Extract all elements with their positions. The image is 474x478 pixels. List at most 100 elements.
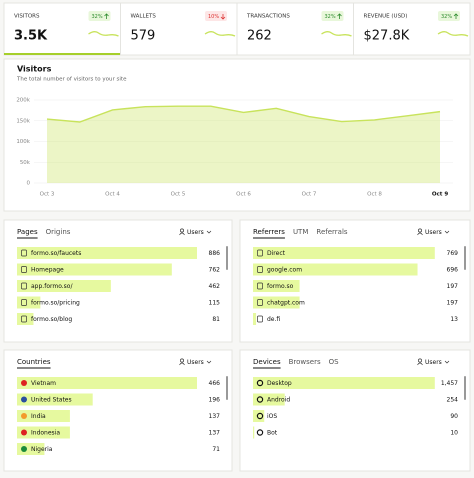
scrollbar — [226, 376, 228, 400]
tab[interactable]: Browsers — [289, 358, 321, 366]
user-icon — [180, 358, 184, 363]
area-line — [46, 105, 441, 123]
row-value: 115 — [209, 300, 221, 307]
page-icon — [257, 266, 263, 273]
chevron — [444, 230, 450, 234]
bar — [253, 426, 255, 439]
bar — [17, 263, 172, 276]
row-value: 197 — [447, 300, 459, 307]
chevron — [206, 230, 212, 234]
kpi-label: TRANSACTIONS — [246, 14, 290, 20]
panel-card — [239, 349, 471, 472]
row-label: United States — [31, 397, 72, 404]
tab[interactable]: Countries — [17, 358, 51, 366]
flag-icon — [21, 380, 27, 386]
row-label: Bot — [267, 430, 278, 437]
sparkline — [88, 31, 119, 37]
kpi-badge — [205, 11, 227, 21]
row-value: 137 — [209, 430, 221, 437]
tab[interactable]: Referrals — [316, 228, 347, 236]
x-tick-label: Oct 6 — [236, 192, 251, 198]
row-value: 13 — [450, 316, 458, 323]
kpi-change: 32% — [441, 14, 452, 20]
tab[interactable]: Devices — [253, 358, 281, 366]
selected-indicator — [4, 53, 121, 55]
trend-arrow — [453, 13, 459, 19]
sparkline — [204, 31, 236, 37]
bar — [253, 313, 257, 325]
kpi-badge — [438, 11, 460, 21]
chevron — [206, 360, 212, 364]
bar — [253, 263, 418, 276]
user-icon — [179, 362, 185, 366]
user-icon — [180, 228, 184, 233]
row-label: Desktop — [267, 380, 292, 387]
row-label: Indonesia — [31, 430, 60, 437]
flag-icon — [21, 429, 27, 436]
user-icon — [418, 228, 422, 233]
kpi-badge — [88, 11, 111, 21]
row-value: 762 — [209, 267, 221, 274]
bar — [17, 410, 70, 422]
row-value: 1,457 — [441, 380, 458, 387]
flag-icon — [21, 396, 27, 403]
bar — [17, 393, 93, 406]
scrollbar — [464, 376, 466, 400]
y-tick-label: 0 — [27, 181, 31, 187]
kpi-change: 32% — [92, 14, 103, 20]
x-tick-label: Oct 5 — [171, 192, 186, 198]
tab[interactable]: Referrers — [253, 228, 285, 236]
flag-icon — [21, 413, 27, 419]
kpi-label: REVENUE (USD) — [364, 14, 408, 20]
row-label: Vietnam — [31, 380, 56, 387]
tab[interactable]: UTM — [293, 228, 308, 236]
trend-arrow — [104, 13, 109, 19]
row-label: formo.so/pricing — [31, 300, 80, 307]
device-icon — [256, 412, 264, 420]
metric-dropdown[interactable]: Users — [187, 229, 204, 236]
bar — [17, 247, 197, 259]
metric-dropdown[interactable]: Users — [187, 359, 204, 366]
kpi-value: 3.5K — [14, 29, 48, 44]
sparkline — [321, 31, 352, 37]
bar — [253, 410, 265, 422]
x-tick-label: Oct 3 — [40, 192, 55, 198]
row-value: 769 — [447, 250, 459, 257]
device-icon — [256, 379, 264, 387]
kpi-value: 262 — [247, 29, 272, 44]
row-value: 696 — [447, 267, 459, 274]
area-fill — [47, 106, 440, 183]
bar — [253, 247, 435, 259]
x-tick-label: Oct 4 — [105, 192, 120, 198]
row-label: chatgpt.com — [267, 300, 305, 307]
kpi-change: 10% — [208, 14, 219, 20]
row-label: de.fi — [267, 316, 280, 323]
x-tick-label: Oct 7 — [302, 192, 317, 198]
kpi-label: VISITORS — [14, 14, 40, 20]
tab[interactable]: Pages — [17, 228, 38, 236]
row-label: India — [31, 413, 46, 420]
kpi-label: WALLETS — [131, 14, 157, 20]
page-icon — [21, 299, 27, 306]
row-value: 254 — [447, 397, 459, 404]
tab[interactable]: OS — [329, 358, 340, 366]
metric-dropdown[interactable]: Users — [425, 229, 442, 236]
user-icon — [417, 232, 423, 236]
chart-title: Visitors — [17, 65, 52, 74]
tab[interactable]: Origins — [46, 228, 71, 236]
row-label: Nigeria — [31, 446, 53, 453]
page-icon — [257, 299, 263, 306]
row-value: 90 — [450, 413, 458, 420]
row-label: app.formo.so/ — [31, 283, 73, 290]
row-label: formo.so/blog — [31, 316, 72, 323]
sparkline — [437, 31, 469, 37]
kpi-change: 32% — [325, 14, 336, 20]
trend-arrow — [337, 13, 342, 19]
metric-dropdown[interactable]: Users — [425, 359, 442, 366]
row-label: Direct — [267, 250, 286, 257]
row-label: iOS — [267, 413, 277, 420]
row-label: Homepage — [31, 267, 64, 274]
device-icon — [256, 429, 264, 436]
row-label: formo.so/faucets — [31, 250, 81, 257]
